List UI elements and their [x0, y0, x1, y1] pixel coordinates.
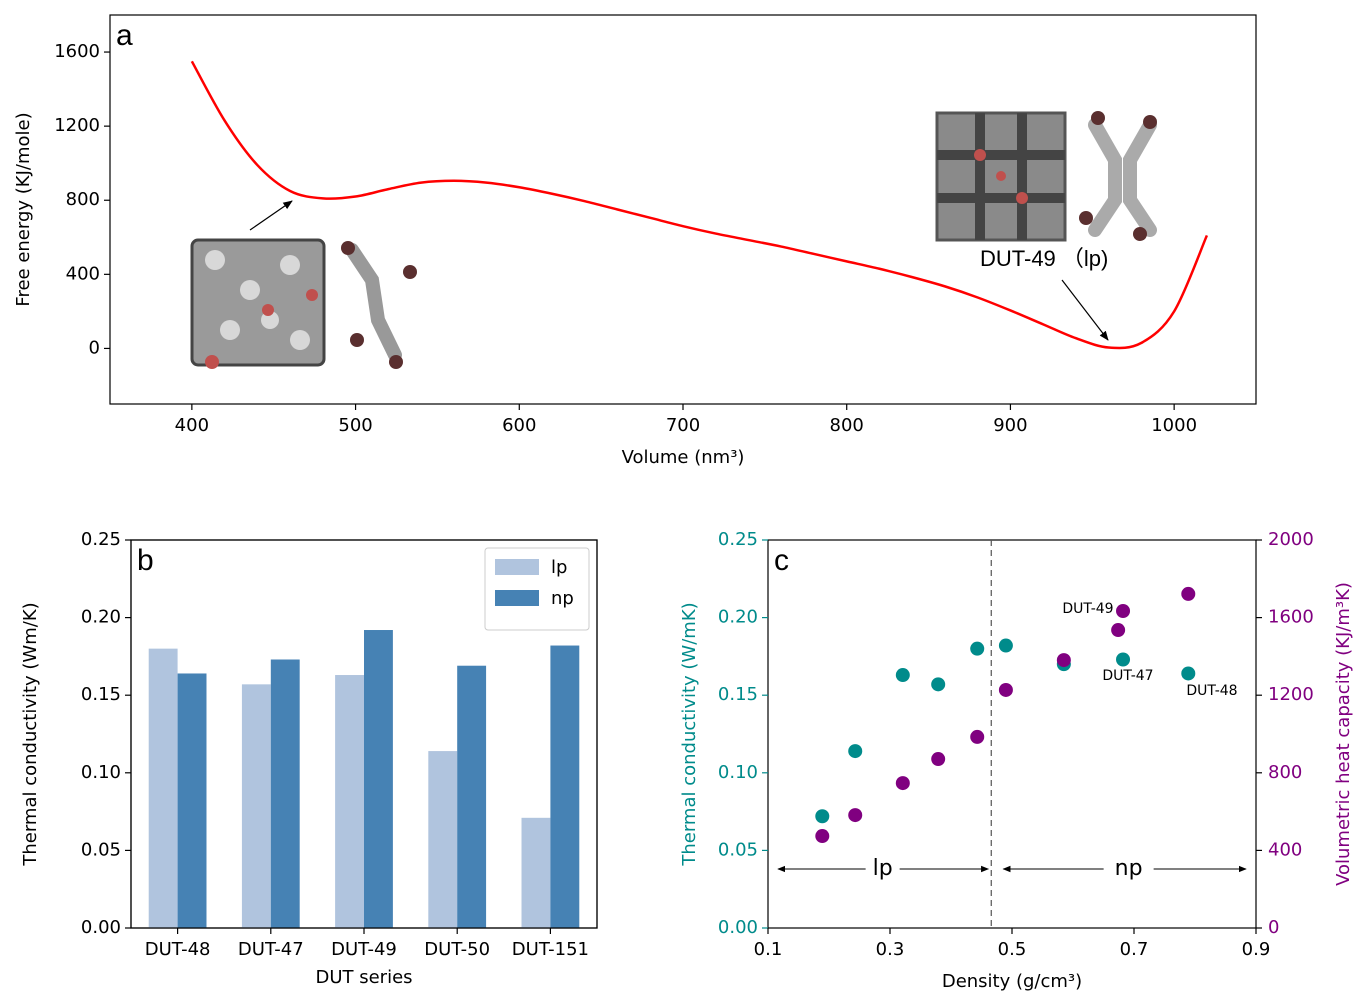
- x-tick-label: 800: [830, 415, 864, 436]
- annotation: DUT-49: [1062, 601, 1113, 617]
- x-tick-label: 400: [175, 415, 209, 436]
- y2-tick-label: 1600: [1268, 607, 1314, 628]
- point: [1116, 604, 1130, 618]
- bar: [271, 660, 300, 928]
- bar: [364, 630, 393, 928]
- x-tick-label: 600: [502, 415, 536, 436]
- y-tick-label: 0.10: [81, 762, 121, 783]
- x-tick-label: DUT-50: [424, 939, 490, 960]
- arrow: [1062, 280, 1108, 340]
- point: [970, 730, 984, 744]
- panel-label: a: [116, 19, 133, 52]
- annotation: DUT-47: [1102, 668, 1153, 684]
- x-tick-label: 0.7: [1120, 939, 1149, 960]
- y-tick-label: 0.25: [718, 529, 758, 550]
- y-tick-label: 1600: [54, 41, 100, 62]
- point: [999, 683, 1013, 697]
- y-tick-label: 400: [66, 263, 100, 284]
- region-label: np: [1115, 856, 1143, 881]
- point: [896, 776, 910, 790]
- point: [970, 642, 984, 656]
- y2-tick-label: 800: [1268, 762, 1302, 783]
- panel-label: c: [774, 544, 789, 577]
- y-axis-label: Free energy (KJ/mole): [13, 112, 34, 306]
- bar: [550, 646, 579, 928]
- x-axis-label: DUT series: [315, 967, 412, 988]
- point: [1116, 653, 1130, 667]
- y-tick-label: 0.10: [718, 762, 758, 783]
- legend-swatch: [495, 590, 539, 606]
- x-tick-label: 700: [666, 415, 700, 436]
- y-tick-label: 0.00: [718, 917, 758, 938]
- y-tick-label: 0: [89, 337, 100, 358]
- y-tick-label: 0.25: [81, 529, 121, 550]
- y2-tick-label: 0: [1268, 917, 1279, 938]
- bar: [428, 751, 457, 928]
- legend-label: lp: [551, 557, 567, 578]
- annotation: DUT-49 （lp): [980, 246, 1108, 271]
- point: [1181, 666, 1195, 680]
- annotation: DUT-48: [1186, 683, 1237, 699]
- structure-lp: [937, 111, 1157, 241]
- y2-axis-label: Volumetric heat capacity (KJ/m³K): [1333, 582, 1353, 886]
- y-tick-label: 0.20: [81, 607, 121, 628]
- x-tick-label: DUT-48: [145, 939, 211, 960]
- y2-tick-label: 1200: [1268, 684, 1314, 705]
- y-tick-label: 0.15: [81, 684, 121, 705]
- x-tick-label: DUT-151: [512, 939, 589, 960]
- x-tick-label: 1000: [1151, 415, 1197, 436]
- x-tick-label: DUT-49: [331, 939, 397, 960]
- arrow: [250, 201, 292, 230]
- x-tick-label: 0.9: [1242, 939, 1271, 960]
- y-tick-label: 0.00: [81, 917, 121, 938]
- y-tick-label: 0.20: [718, 607, 758, 628]
- y-tick-label: 0.15: [718, 684, 758, 705]
- y-tick-label: 0.05: [81, 839, 121, 860]
- structure-np: [192, 240, 417, 369]
- y2-tick-label: 2000: [1268, 529, 1314, 550]
- y-tick-label: 1200: [54, 115, 100, 136]
- bar: [178, 673, 207, 928]
- x-tick-label: 500: [338, 415, 372, 436]
- point: [931, 677, 945, 691]
- point: [848, 808, 862, 822]
- point: [1057, 653, 1071, 667]
- y-axis-label: Thermal conductivity (W/mK): [679, 602, 700, 866]
- bar: [522, 818, 551, 928]
- bar: [457, 666, 486, 928]
- x-tick-label: DUT-47: [238, 939, 304, 960]
- figure: a 0 400 800 1200 1600 Free energy (KJ/mole) Vol…: [0, 0, 1353, 992]
- bar: [242, 684, 271, 928]
- point: [815, 829, 829, 843]
- x-tick-label: 0.5: [998, 939, 1027, 960]
- y-tick-label: 0.05: [718, 839, 758, 860]
- point: [931, 752, 945, 766]
- panel-label: b: [137, 544, 154, 577]
- bar: [335, 675, 364, 928]
- x-tick-label: 0.3: [876, 939, 905, 960]
- region-label: lp: [873, 856, 893, 881]
- x-axis-label: Volume (nm³): [622, 447, 745, 468]
- y-axis-label: Thermal conductivity (Wm/K): [20, 602, 41, 866]
- legend-swatch: [495, 559, 539, 575]
- x-axis-label: Density (g/cm³): [942, 971, 1082, 992]
- legend-label: np: [551, 588, 574, 609]
- x-tick-label: 0.1: [754, 939, 783, 960]
- point: [815, 809, 829, 823]
- x-tick-label: 900: [993, 415, 1027, 436]
- point: [1111, 623, 1125, 637]
- bar: [149, 649, 178, 928]
- y-tick-label: 800: [66, 189, 100, 210]
- y2-tick-label: 400: [1268, 839, 1302, 860]
- point: [1181, 587, 1195, 601]
- point: [999, 639, 1013, 653]
- point: [896, 668, 910, 682]
- point: [848, 744, 862, 758]
